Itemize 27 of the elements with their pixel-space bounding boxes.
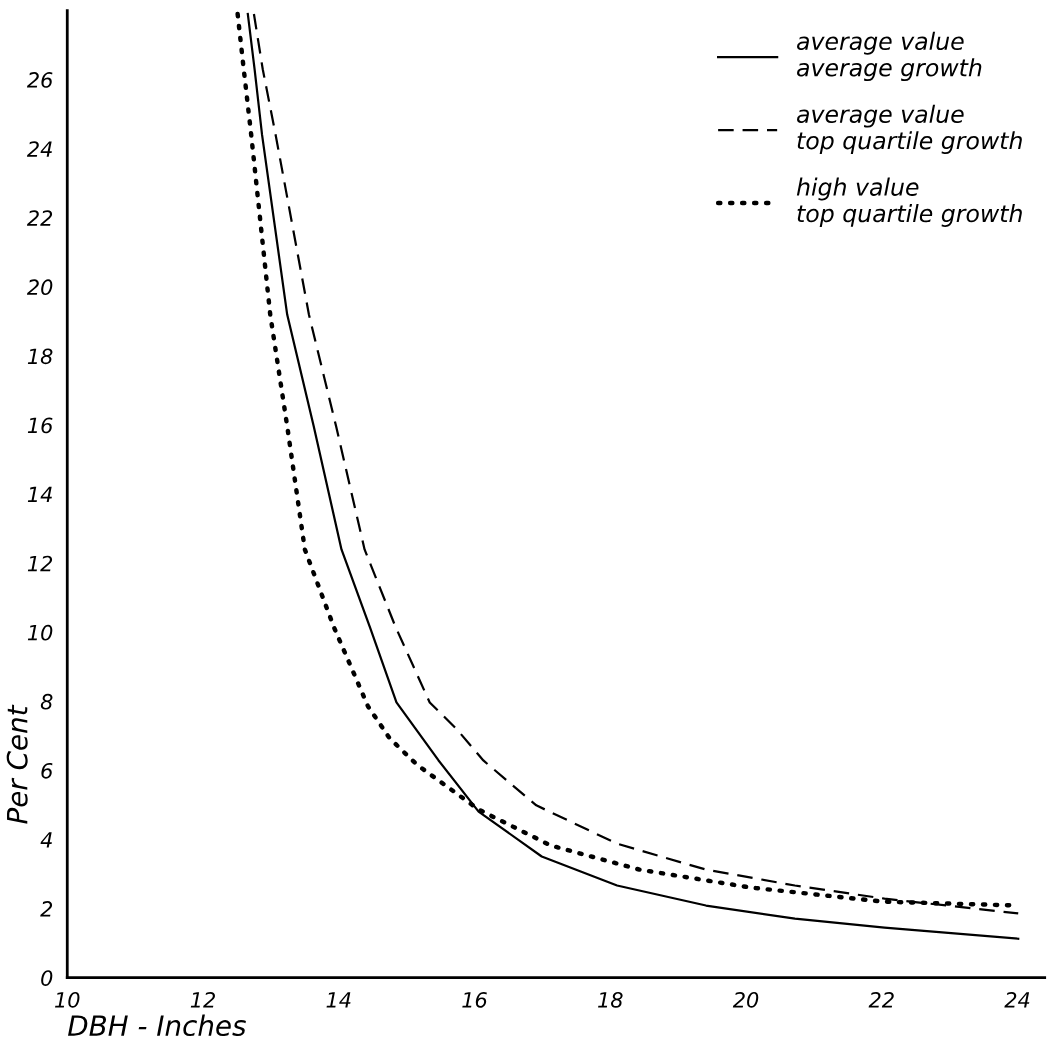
legend-label: average value average growth <box>797 31 982 82</box>
y-tick-label: 20 <box>26 279 53 296</box>
x-tick-label: 10 <box>55 991 80 1008</box>
x-tick-label: 16 <box>462 991 487 1008</box>
y-tick-label: 0 <box>41 970 53 986</box>
y-tick-label: 12 <box>27 555 53 572</box>
legend-label: high value top quartile growth <box>796 177 1022 227</box>
x-tick-label: 22 <box>868 991 894 1008</box>
x-axis-title: DBH - Inches <box>68 1014 246 1037</box>
x-tick-label: 20 <box>732 991 759 1008</box>
y-tick-label: 24 <box>26 141 52 157</box>
y-tick-label: 22 <box>26 210 53 226</box>
x-tick-label: 18 <box>598 991 623 1008</box>
y-tick-label: 4 <box>40 832 52 848</box>
legend-label: average value top quartile growth <box>797 104 1022 155</box>
y-axis-title: Per Cent <box>6 704 28 824</box>
y-tick-label: 14 <box>27 486 52 503</box>
y-tick-label: 10 <box>27 624 53 641</box>
y-tick-label: 16 <box>27 417 53 434</box>
y-tick-label: 18 <box>27 348 53 365</box>
y-tick-label: 26 <box>26 72 53 88</box>
x-tick-label: 24 <box>1004 991 1030 1008</box>
x-tick-label: 12 <box>190 991 215 1008</box>
x-tick-label: 14 <box>326 992 351 1008</box>
y-tick-label: 2 <box>40 901 53 917</box>
y-tick-label: 6 <box>41 762 53 779</box>
y-tick-label: 8 <box>40 693 53 710</box>
